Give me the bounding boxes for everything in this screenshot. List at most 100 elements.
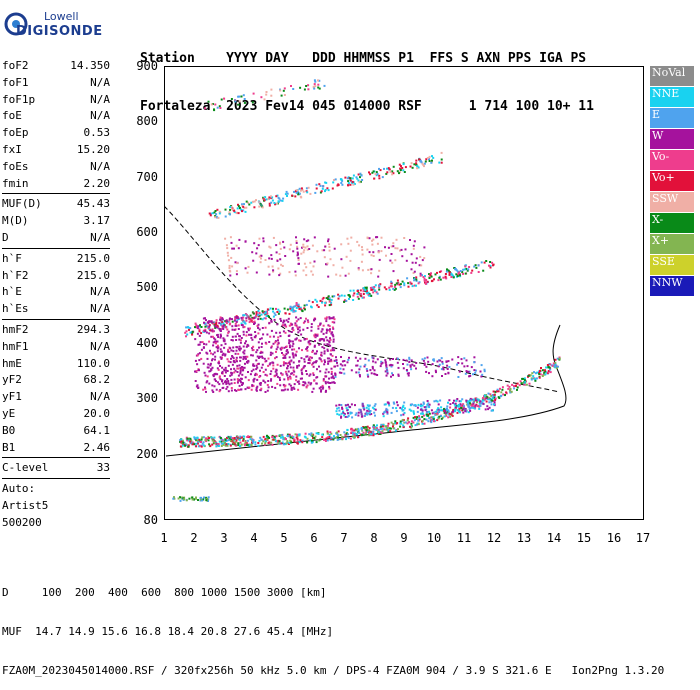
echo-point [226, 444, 229, 447]
echo-point [421, 415, 424, 418]
echo-point [319, 184, 322, 187]
echo-point [267, 435, 270, 438]
echo-point [289, 340, 292, 343]
echo-point [391, 173, 394, 176]
echo-point [291, 326, 294, 329]
echo-point [305, 370, 308, 372]
echo-point [231, 335, 234, 338]
echo-point [447, 401, 449, 404]
echo-point [280, 94, 283, 97]
echo-point [289, 305, 292, 308]
echo-point [306, 437, 309, 440]
echo-point [246, 444, 249, 446]
echo-point [311, 363, 314, 366]
echo-point [215, 388, 218, 391]
echo-point [296, 326, 299, 329]
echo-point [247, 371, 249, 373]
echo-point [214, 325, 217, 328]
echo-point [282, 443, 285, 446]
echo-point [234, 389, 236, 392]
echo-point [293, 190, 295, 193]
echo-point [370, 272, 373, 275]
echo-point [265, 435, 268, 438]
echo-point [342, 410, 344, 413]
echo-point [335, 356, 337, 359]
echo-point [433, 278, 435, 281]
echo-point [319, 299, 322, 302]
echo-point [327, 324, 330, 327]
echo-point [402, 409, 405, 412]
echo-point [331, 354, 334, 357]
echo-point [191, 498, 194, 501]
echo-point [232, 208, 235, 211]
echo-point [239, 347, 242, 350]
echo-point [225, 326, 228, 329]
echo-point [292, 342, 295, 345]
echo-point [293, 348, 296, 351]
echo-point [360, 413, 363, 416]
echo-point [355, 412, 358, 415]
echo-point [309, 373, 312, 376]
echo-point [247, 329, 250, 332]
echo-point [483, 398, 486, 401]
echo-point [194, 338, 197, 341]
echo-point [404, 421, 407, 424]
echo-point [464, 410, 467, 413]
echo-point [371, 430, 374, 433]
echo-point [276, 194, 279, 197]
echo-point [298, 326, 301, 329]
echo-point [449, 406, 452, 409]
echo-point [276, 259, 279, 262]
echo-point [331, 334, 334, 337]
echo-point [432, 417, 435, 420]
echo-point [314, 435, 317, 438]
echo-point [333, 295, 336, 298]
echo-point [267, 265, 270, 268]
echo-point [331, 349, 334, 352]
echo-point [268, 202, 271, 205]
echo-point [444, 275, 447, 278]
echo-point [268, 363, 271, 366]
param-row: h`E N/A [2, 284, 110, 301]
echo-point [386, 167, 388, 170]
param-name: yF2 [2, 373, 22, 387]
echo-point [315, 183, 318, 186]
echo-point [326, 343, 329, 346]
echo-point [237, 380, 239, 383]
echo-point [327, 381, 329, 384]
echo-point [546, 364, 549, 366]
echo-point [261, 310, 264, 313]
echo-point [252, 368, 255, 371]
echo-point [427, 420, 430, 423]
echo-point [213, 436, 216, 439]
echo-point [533, 371, 535, 374]
echo-point [397, 374, 400, 377]
echo-point [276, 382, 279, 385]
echo-point [277, 200, 280, 203]
echo-point [396, 279, 399, 282]
echo-point [412, 244, 415, 247]
echo-point [289, 307, 292, 310]
echo-point [249, 373, 252, 376]
echo-point [229, 236, 232, 239]
echo-point [385, 367, 388, 370]
echo-point [353, 183, 356, 185]
echo-point [310, 356, 313, 359]
echo-point [399, 169, 402, 171]
echo-point [554, 358, 557, 361]
echo-point [254, 334, 257, 337]
echo-point [459, 275, 462, 278]
echo-point [264, 442, 267, 445]
echo-point [330, 432, 333, 435]
echo-point [237, 95, 240, 98]
echo-point [438, 359, 440, 362]
echo-point [364, 363, 367, 366]
echo-point [431, 416, 434, 419]
echo-point [330, 367, 333, 370]
echo-point [275, 356, 278, 359]
echo-point [421, 422, 424, 425]
echo-point [446, 269, 449, 271]
echo-point [460, 358, 463, 361]
echo-point [258, 312, 261, 314]
echo-point [207, 496, 210, 499]
